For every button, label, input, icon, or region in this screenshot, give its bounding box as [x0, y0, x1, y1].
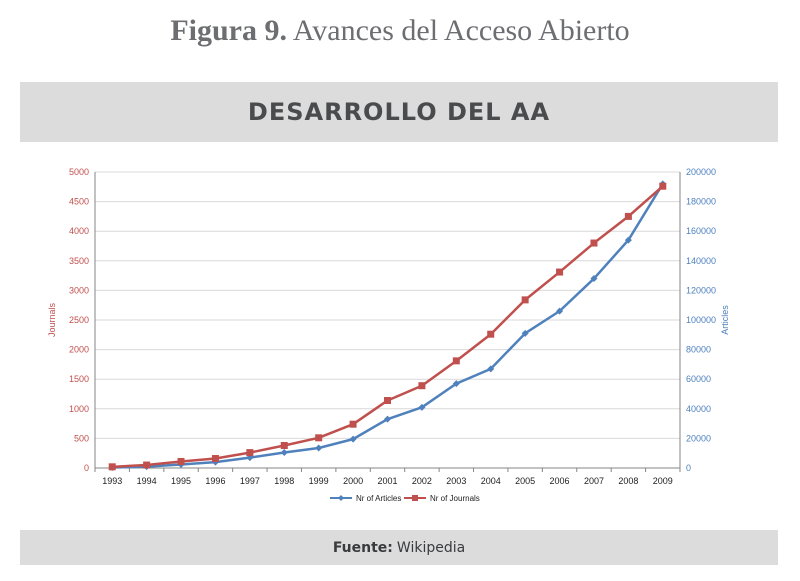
y-right-tick-label: 180000: [686, 197, 716, 207]
legend-label: Nr of Articles: [356, 494, 401, 503]
figure-title: Figura 9. Avances del Acceso Abierto: [0, 14, 800, 48]
x-tick-label: 2006: [550, 476, 570, 486]
series-line-nr-of-articles: [112, 183, 664, 469]
y-right-tick-label: 20000: [686, 433, 711, 443]
y-left-axis-title: Journals: [47, 302, 57, 337]
y-right-tick-label: 40000: [686, 404, 711, 414]
articles-point: [349, 435, 357, 443]
y-right-tick-label: 140000: [686, 256, 716, 266]
source-value: Wikipedia: [396, 539, 466, 556]
chart-area: 0 500 1000 1500 2000 2500 3000 3500 4000 4500 5000…: [20, 142, 778, 528]
x-tick-label: 2005: [515, 476, 535, 486]
journals-point: [418, 382, 426, 390]
articles-point: [452, 380, 460, 388]
x-tick-label: 2003: [446, 476, 466, 486]
journals-point: [521, 296, 529, 304]
y-left-tick-label: 500: [74, 433, 89, 443]
y-right-tick-label: 120000: [686, 285, 716, 295]
y-left-tick-label: 2000: [69, 345, 89, 355]
journals-point: [246, 449, 254, 457]
articles-point: [384, 415, 391, 423]
x-tick-label: 1993: [102, 476, 122, 486]
banner-title: DESARROLLO DEL AA: [247, 98, 551, 126]
journals-point: [108, 463, 116, 471]
journals-point: [487, 330, 495, 338]
journals-point: [590, 239, 598, 247]
y-right-tick-label: 100000: [686, 315, 716, 325]
x-tick-label: 2007: [584, 476, 604, 486]
journals-point: [556, 268, 564, 276]
y-left-tick-label: 1500: [69, 374, 89, 384]
y-right-tick-label: 0: [686, 463, 691, 473]
x-tick-label: 2009: [653, 476, 673, 486]
articles-point: [521, 329, 529, 337]
journals-point: [177, 457, 185, 465]
x-tick-label: 1995: [171, 476, 191, 486]
x-tick-label: 1996: [205, 476, 225, 486]
articles-point: [487, 365, 495, 373]
line-chart: 0 500 1000 1500 2000 2500 3000 3500 4000 4500 5000…: [47, 167, 730, 503]
x-tick-label: 2000: [343, 476, 363, 486]
articles-point: [418, 403, 426, 411]
y-right-tick-label: 200000: [686, 167, 716, 177]
series-line-nr-of-journals: [112, 185, 664, 469]
journals-point: [349, 420, 357, 428]
legend-marker: [412, 495, 418, 501]
y-left-tick-label: 1000: [69, 404, 89, 414]
legend-label: Nr of Journals: [430, 494, 480, 503]
x-tick-label: 1994: [137, 476, 157, 486]
x-tick-label: 2002: [412, 476, 432, 486]
x-tick-label: 1997: [240, 476, 260, 486]
source-label: Fuente:: [332, 539, 393, 556]
y-right-tick-label: 80000: [686, 345, 711, 355]
y-left-tick-label: 0: [84, 463, 89, 473]
y-right-tick-label: 60000: [686, 374, 711, 384]
articles-point: [556, 307, 564, 315]
x-tick-label: 2001: [377, 476, 397, 486]
journals-point: [624, 212, 632, 220]
y-left-tick-label: 3500: [69, 256, 89, 266]
y-left-tick-label: 4000: [69, 226, 89, 236]
y-right-tick-label: 160000: [686, 226, 716, 236]
articles-point: [315, 444, 323, 452]
y-right-axis-title: Articles: [720, 305, 730, 335]
y-left-tick-label: 3000: [69, 285, 89, 295]
source-bar: Fuente: Wikipedia: [20, 530, 778, 565]
chart-banner: DESARROLLO DEL AA: [20, 82, 778, 142]
articles-point: [280, 448, 288, 456]
journals-point: [384, 397, 391, 405]
x-tick-label: 2008: [618, 476, 638, 486]
figure-label: Figura 9.: [170, 14, 287, 47]
x-tick-label: 1998: [274, 476, 294, 486]
y-left-tick-label: 5000: [69, 167, 89, 177]
journals-point: [280, 442, 288, 450]
articles-point: [590, 275, 598, 283]
journals-point: [452, 357, 460, 365]
figure-caption: Avances del Acceso Abierto: [292, 14, 630, 47]
y-left-tick-label: 2500: [69, 315, 89, 325]
journals-point: [315, 434, 323, 442]
articles-point: [624, 236, 632, 244]
journals-point: [143, 461, 151, 469]
x-tick-label: 2004: [481, 476, 501, 486]
legend-marker: [338, 495, 344, 501]
journals-point: [211, 455, 219, 463]
y-left-tick-label: 4500: [69, 197, 89, 207]
journals-point: [659, 182, 667, 190]
x-tick-label: 1999: [309, 476, 329, 486]
